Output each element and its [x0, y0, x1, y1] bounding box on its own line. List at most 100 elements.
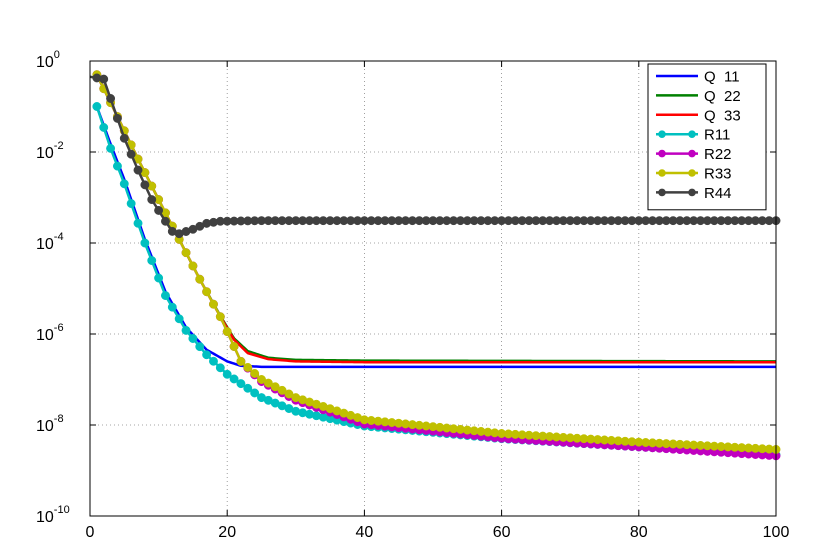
y-tick-exponent: -2 — [54, 140, 64, 152]
y-tick-label: 10-10 — [36, 504, 70, 526]
data-point — [188, 261, 198, 271]
data-point — [126, 199, 136, 208]
data-point — [250, 369, 260, 378]
y-tick-base: 10 — [36, 418, 54, 435]
x-tick-label: 60 — [493, 524, 511, 541]
legend: Q 11 Q 22 Q 33 R11 R22 R33 R44 — [647, 63, 767, 211]
data-point — [263, 378, 273, 388]
data-point — [112, 113, 122, 123]
data-point — [147, 256, 157, 265]
data-point — [140, 180, 150, 190]
data-point — [133, 218, 143, 228]
legend-entry: R22 — [656, 146, 732, 163]
data-point — [161, 216, 170, 226]
legend-entry: R11 — [656, 127, 730, 144]
legend-label: Q 33 — [704, 107, 741, 124]
x-tick-label: 100 — [763, 524, 790, 541]
data-point — [202, 350, 212, 360]
series-r33 — [92, 70, 781, 454]
data-point — [195, 274, 205, 284]
data-point — [99, 123, 109, 132]
data-point — [106, 94, 116, 103]
data-point — [215, 363, 225, 373]
y-tick-base: 10 — [36, 509, 54, 526]
y-tick-exponent: -8 — [54, 413, 64, 425]
data-point — [243, 362, 253, 372]
y-tick-base: 10 — [36, 236, 54, 253]
data-point — [236, 379, 246, 389]
y-tick-label: 10-6 — [36, 322, 64, 344]
series-group — [89, 70, 781, 461]
data-point — [243, 383, 253, 393]
data-point — [106, 143, 116, 153]
data-point — [195, 342, 205, 352]
legend-label: Q 11 — [704, 69, 740, 86]
legend-marker — [688, 169, 696, 177]
data-point — [99, 74, 109, 84]
data-point — [181, 325, 191, 335]
y-tick-base: 10 — [36, 145, 54, 162]
x-tick-label: 0 — [86, 524, 95, 541]
legend-marker — [658, 130, 666, 138]
data-point — [222, 369, 232, 379]
data-point — [119, 179, 129, 189]
data-point — [222, 327, 232, 337]
data-point — [270, 382, 280, 392]
legend-entry: Q 33 — [656, 107, 741, 124]
data-point — [119, 133, 129, 143]
legend-box — [647, 63, 767, 211]
y-tick-label: 100 — [36, 49, 60, 71]
data-point — [112, 161, 122, 171]
y-tick-label: 10-8 — [36, 413, 64, 435]
legend-entry: Q 11 — [656, 69, 740, 86]
legend-marker — [688, 130, 696, 138]
legend-label: Q 22 — [704, 88, 741, 105]
x-tick-label: 80 — [630, 524, 648, 541]
data-point — [188, 334, 198, 343]
data-point — [181, 248, 191, 258]
data-point — [174, 314, 184, 324]
legend-entry: R33 — [656, 166, 732, 183]
legend-entry: R44 — [656, 185, 732, 202]
y-tick-base: 10 — [36, 54, 54, 71]
y-tick-base: 10 — [36, 327, 54, 344]
x-tick-label: 20 — [218, 524, 236, 541]
data-point — [277, 385, 287, 395]
data-point — [236, 356, 246, 366]
y-tick-exponent: -6 — [54, 322, 64, 334]
y-tick-exponent: -10 — [54, 504, 70, 516]
data-point — [161, 291, 170, 300]
data-point — [154, 273, 164, 283]
data-point — [229, 342, 239, 351]
y-tick-exponent: 0 — [54, 49, 60, 61]
data-point — [250, 388, 260, 398]
data-point — [167, 302, 177, 312]
data-point — [147, 195, 157, 205]
data-point — [209, 299, 218, 309]
y-tick-exponent: -4 — [54, 231, 64, 243]
data-point — [257, 375, 266, 384]
legend-entry: Q 22 — [656, 88, 741, 105]
legend-marker — [658, 169, 666, 177]
y-tick-label: 10-4 — [36, 231, 64, 253]
legend-label: R33 — [704, 166, 732, 183]
data-point — [140, 238, 150, 248]
plot-frame — [89, 60, 777, 517]
data-point — [126, 149, 136, 159]
data-point — [284, 389, 294, 399]
data-point — [209, 356, 218, 366]
legend-label: R44 — [704, 185, 732, 202]
x-tick-label: 40 — [356, 524, 374, 541]
legend-label: R11 — [704, 127, 730, 144]
data-point — [202, 287, 212, 297]
legend-marker — [658, 149, 666, 158]
legend-marker — [688, 149, 696, 158]
data-point — [92, 102, 102, 111]
legend-label: R22 — [704, 146, 732, 163]
series-r44 — [89, 73, 781, 239]
legend-marker — [658, 188, 666, 197]
y-tick-label: 10-2 — [36, 140, 64, 162]
data-point — [215, 312, 225, 322]
